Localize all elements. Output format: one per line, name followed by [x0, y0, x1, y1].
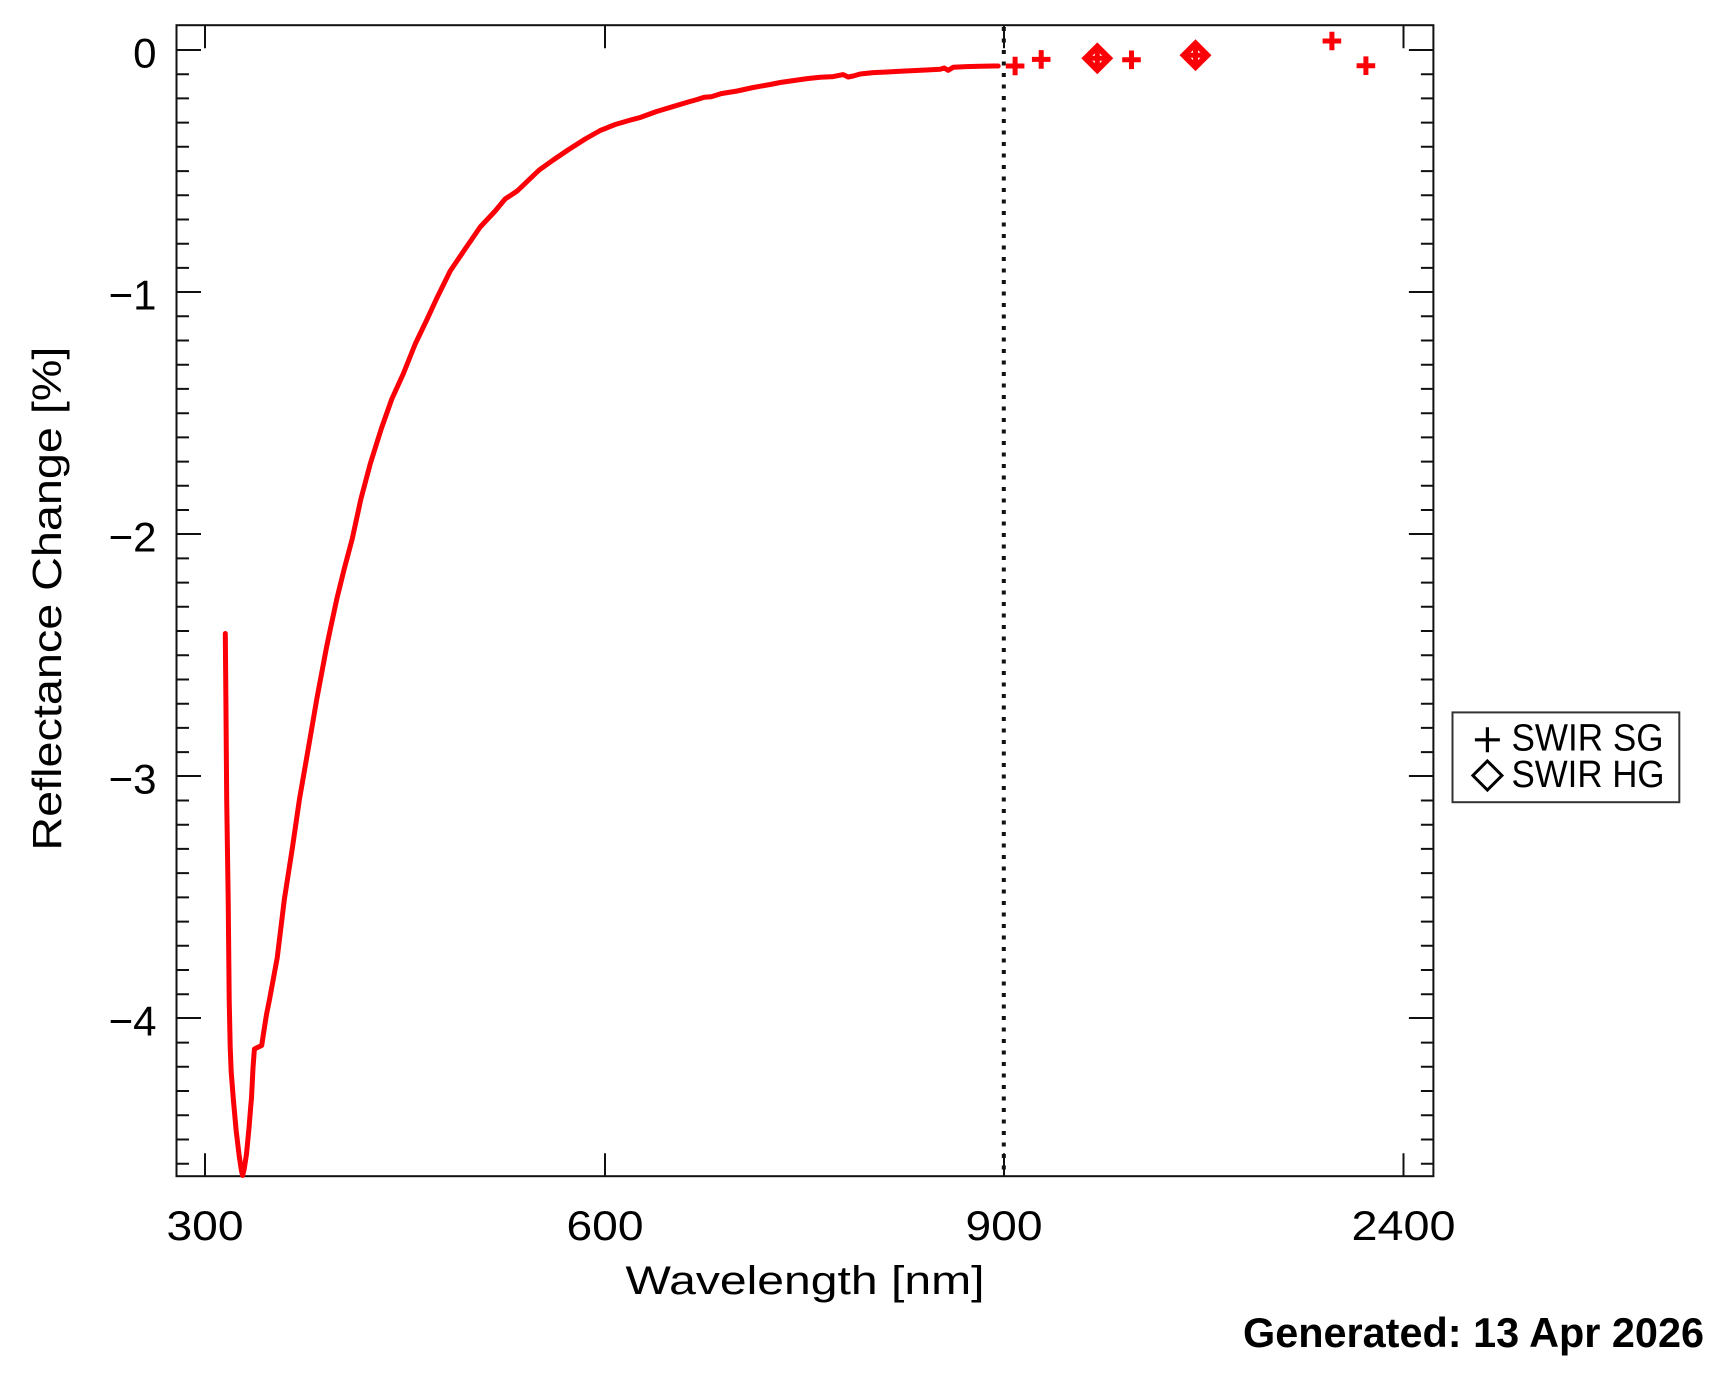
svg-text:−3: −3	[109, 755, 157, 802]
svg-text:0: 0	[133, 29, 156, 76]
svg-text:2400: 2400	[1352, 1202, 1456, 1249]
svg-text:600: 600	[567, 1202, 644, 1249]
svg-text:Wavelength [nm]: Wavelength [nm]	[626, 1259, 985, 1303]
svg-text:−2: −2	[109, 513, 157, 560]
svg-text:−4: −4	[109, 997, 157, 1044]
svg-text:Reflectance Change [%]: Reflectance Change [%]	[24, 347, 70, 851]
svg-text:SWIR SG: SWIR SG	[1512, 718, 1664, 760]
svg-text:300: 300	[167, 1202, 244, 1249]
svg-text:900: 900	[966, 1202, 1043, 1249]
svg-text:Generated: 13 Apr 2026: Generated: 13 Apr 2026	[1243, 1309, 1704, 1356]
svg-text:SWIR HG: SWIR HG	[1512, 754, 1665, 796]
svg-text:−1: −1	[109, 271, 157, 318]
